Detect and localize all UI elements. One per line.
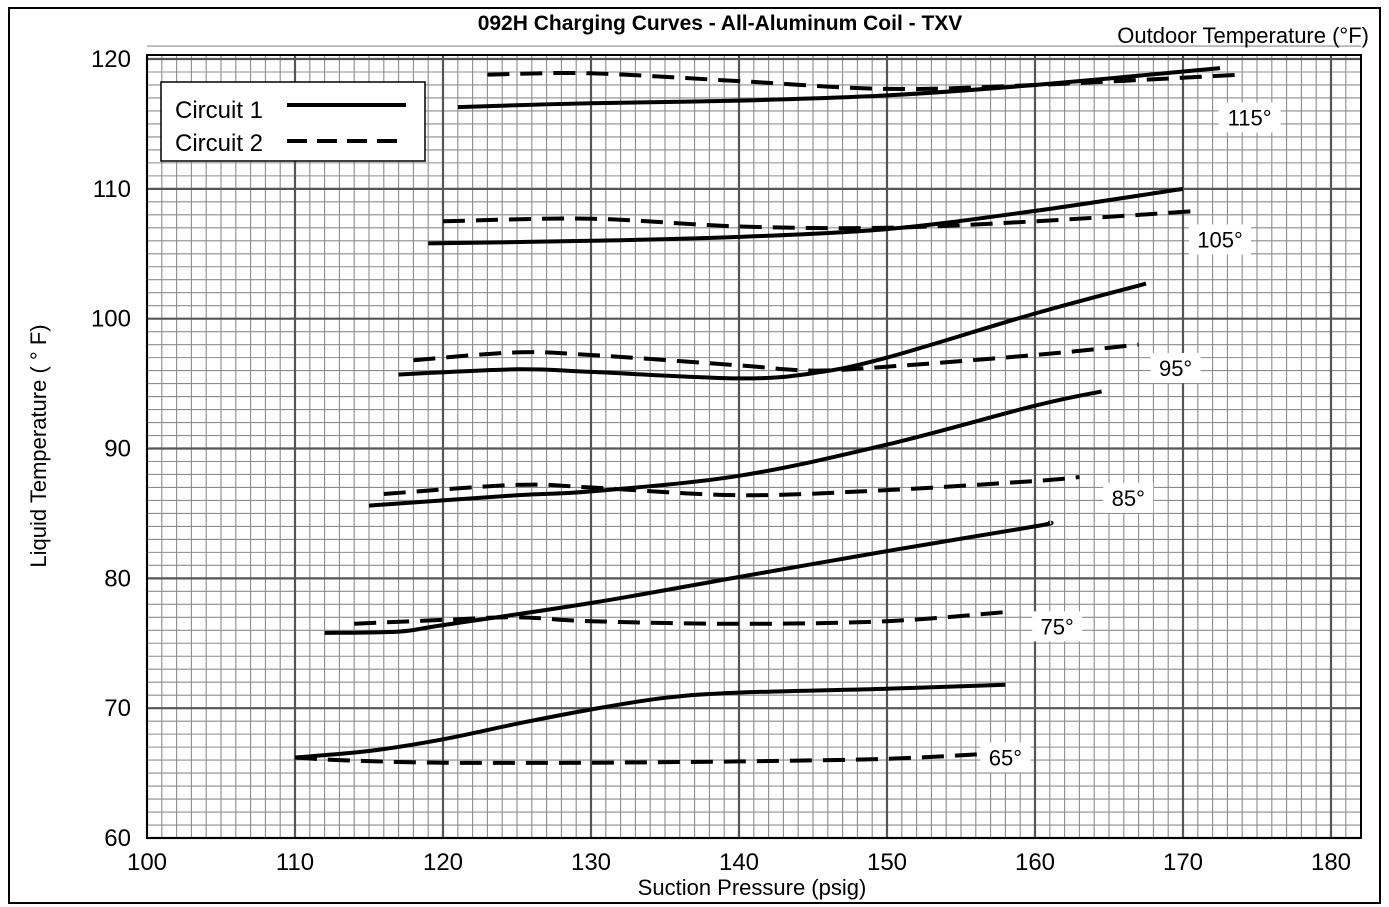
curve-label-bg	[1218, 102, 1281, 133]
legend-box	[160, 81, 426, 162]
legend-circuit-1-label: Circuit 1	[175, 97, 263, 124]
legend-circuit-2-label: Circuit 2	[175, 130, 263, 157]
chart-title: 092H Charging Curves - All-Aluminum Coil…	[478, 12, 963, 35]
curve-label-bg	[1150, 353, 1201, 384]
x-tick-labels: 100 110 120 130 140 150 160 170 180	[127, 849, 1351, 876]
x-tick-label: 180	[1311, 849, 1351, 876]
legend: Circuit 1 Circuit 2	[160, 81, 426, 162]
curve-label: 95°	[1159, 356, 1192, 381]
circuit-2-curve-115	[487, 70, 1243, 91]
circuit-1-curve-85	[368, 389, 1103, 508]
y-tick-label: 60	[104, 825, 131, 852]
y-tick-label: 100	[91, 306, 131, 333]
circuit-2-curve-85	[383, 475, 1080, 498]
x-axis-title: Suction Pressure (psig)	[638, 875, 867, 900]
plot-border	[146, 54, 1362, 839]
curve-label-bg	[1189, 224, 1251, 255]
circuit-1-curve-65	[294, 682, 1006, 760]
curve-label: 75°	[1041, 614, 1074, 639]
circuit-2-curve-105	[442, 208, 1198, 231]
curve-label-bg	[1032, 611, 1083, 642]
curve-label-bg	[1103, 482, 1154, 513]
chart-subtitle: Outdoor Temperature (°F)	[1117, 23, 1369, 48]
y-axis-title: Liquid Temperature ( ° F)	[26, 324, 51, 567]
curve-labels: 115° 105° 95° 85° 75° 65°	[980, 102, 1281, 773]
x-tick-label: 170	[1163, 849, 1203, 876]
y-tick-label: 110	[93, 176, 131, 203]
minor-grid	[147, 45, 1362, 838]
circuit-1-curve-75	[324, 520, 1054, 635]
circuit-2-curve-65	[294, 751, 991, 765]
circuit-2-curve-95	[413, 342, 1139, 373]
x-tick-label: 100	[127, 849, 167, 876]
x-tick-label: 160	[1015, 849, 1055, 876]
y-tick-label: 70	[104, 695, 131, 722]
curve-label: 115°	[1228, 105, 1272, 130]
circuit-1-curve-105	[428, 186, 1184, 246]
series-layer	[294, 66, 1243, 765]
circuit-2-curve-75	[354, 610, 1006, 626]
x-tick-label: 120	[423, 849, 463, 876]
y-tick-label: 80	[104, 565, 131, 592]
x-tick-label: 130	[571, 849, 611, 876]
curve-label-bg	[980, 742, 1031, 773]
curve-label: 85°	[1112, 486, 1145, 511]
y-tick-labels: 60 70 80 90 100 110 120	[91, 46, 131, 852]
y-tick-label: 90	[104, 436, 131, 463]
circuit-1-curve-95	[398, 281, 1147, 381]
y-tick-label: 120	[91, 46, 131, 73]
x-tick-label: 140	[719, 849, 759, 876]
x-tick-label: 150	[867, 849, 907, 876]
x-tick-label: 110	[276, 849, 314, 876]
curve-label: 65°	[989, 746, 1022, 771]
major-grid	[145, 55, 1361, 840]
curve-label: 105°	[1197, 227, 1243, 252]
